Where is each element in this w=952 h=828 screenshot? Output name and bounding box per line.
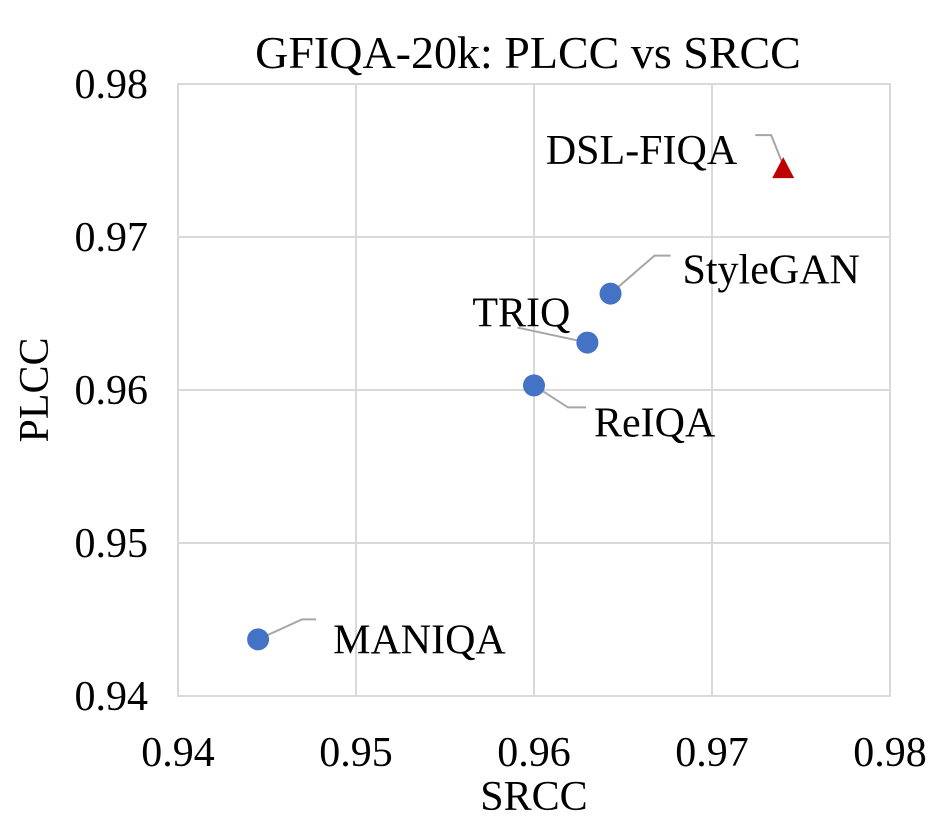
point-reiqa	[523, 374, 545, 397]
y-tick-label: 0.97	[75, 215, 149, 261]
y-tick-label: 0.95	[75, 521, 149, 567]
x-tick-label: 0.95	[319, 730, 393, 776]
leader-line-reiqa	[533, 384, 586, 409]
label-leader-lines	[257, 134, 785, 641]
x-tick-label: 0.98	[853, 730, 927, 776]
y-tick-label: 0.96	[75, 368, 149, 414]
x-tick-label: 0.96	[497, 730, 571, 776]
leader-line-triq	[517, 326, 588, 344]
point-dsl-fiqa	[772, 157, 795, 179]
point-label-triq: TRIQ	[472, 291, 570, 337]
y-tick-label: 0.98	[75, 62, 149, 108]
x-tick-labels: 0.94 0.95 0.96 0.97 0.98	[141, 730, 927, 776]
point-stylegan	[599, 282, 622, 305]
point-triq	[576, 331, 599, 354]
point-label-dsl-fiqa: DSL-FIQA	[546, 128, 738, 174]
y-axis-label: PLCC	[12, 337, 58, 442]
x-tick-label: 0.94	[141, 730, 215, 776]
data-points	[247, 157, 795, 651]
point-maniqa	[247, 628, 270, 651]
x-tick-label: 0.97	[675, 730, 749, 776]
y-tick-labels: 0.94 0.95 0.96 0.97 0.98	[75, 62, 149, 720]
y-tick-label: 0.94	[75, 674, 149, 720]
point-label-reiqa: ReIQA	[594, 400, 716, 446]
chart-title: GFIQA-20k: PLCC vs SRCC	[255, 27, 801, 78]
point-labels: MANIQA ReIQA TRIQ StyleGAN DSL-FIQA	[333, 128, 860, 663]
leader-line-maniqa	[257, 618, 317, 641]
leader-line-dsl-fiqa	[755, 134, 785, 166]
point-label-maniqa: MANIQA	[333, 617, 506, 663]
plot-frame	[177, 83, 891, 697]
leader-line-stylegan	[609, 254, 671, 295]
point-label-stylegan: StyleGAN	[683, 248, 860, 294]
x-axis-label: SRCC	[480, 774, 587, 820]
